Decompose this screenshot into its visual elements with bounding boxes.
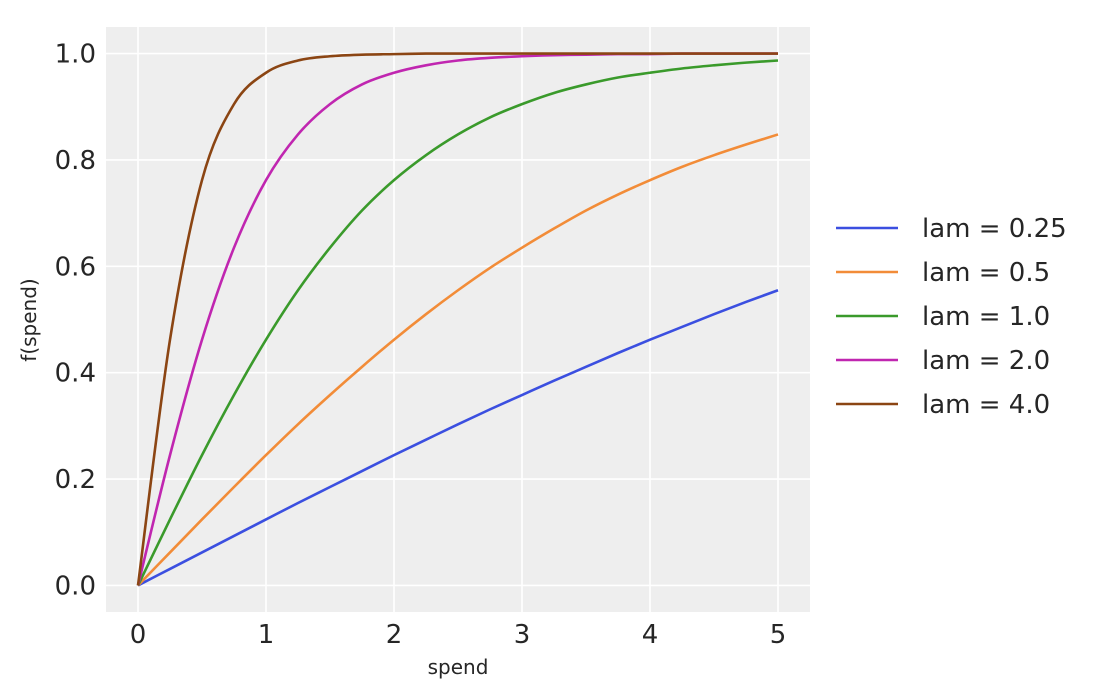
y-tick-label: 0.0 [55,571,96,601]
y-tick-labels: 0.0 0.2 0.4 0.6 0.8 1.0 [55,40,96,602]
grid [106,27,810,612]
legend: lam = 0.25 lam = 0.5 lam = 1.0 lam = 2.0 lam… [836,214,1067,420]
series-line [136,59,779,586]
plot-background [106,27,810,612]
y-tick-label: 0.8 [55,146,96,176]
series-line [136,52,778,586]
series-lines [136,52,779,587]
legend-entry-label: lam = 4.0 [922,390,1050,420]
x-tick-label: 5 [770,620,787,650]
y-tick-label: 0.6 [55,252,96,282]
series-line [137,289,779,587]
legend-entry-label: lam = 2.0 [922,346,1050,376]
legend-entry-label: lam = 0.5 [922,258,1050,288]
y-tick-label: 1.0 [55,40,96,70]
x-tick-label: 0 [130,620,147,650]
y-axis-label: f(spend) [17,278,41,361]
x-axis-label: spend [428,655,489,679]
x-tick-label: 2 [386,620,403,650]
x-tick-label: 4 [642,620,659,650]
legend-entry-label: lam = 0.25 [922,214,1067,244]
x-tick-label: 3 [514,620,531,650]
series-line [137,133,779,587]
x-tick-label: 1 [258,620,275,650]
legend-entry-label: lam = 1.0 [922,302,1050,332]
y-tick-label: 0.2 [55,465,96,495]
y-tick-label: 0.4 [55,359,96,389]
x-tick-labels: 0 1 2 3 4 5 [130,620,787,650]
